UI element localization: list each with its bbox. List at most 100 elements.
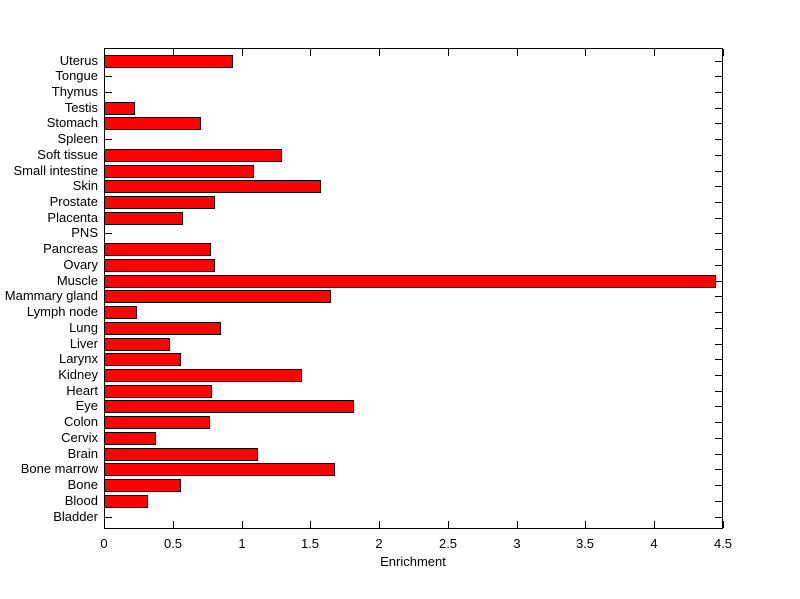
- x-axis-title: Enrichment: [380, 554, 446, 569]
- bar-pancreas: [104, 243, 211, 256]
- y-tick-right: [715, 139, 722, 140]
- bar-mammary-gland: [104, 290, 331, 303]
- y-tick-label: PNS: [71, 225, 98, 240]
- x-tick-label: 3.5: [575, 536, 595, 551]
- y-tick-left: [105, 92, 112, 93]
- y-tick-label: Kidney: [58, 367, 98, 382]
- y-tick-right: [715, 406, 722, 407]
- y-tick-label: Brain: [67, 446, 98, 461]
- y-tick-label: Stomach: [46, 115, 98, 130]
- y-tick-label: Pancreas: [43, 241, 98, 256]
- bar-bone: [104, 479, 181, 492]
- x-tick-top: [310, 49, 311, 56]
- bar-small-intestine: [104, 165, 254, 178]
- bar-bone-marrow: [104, 463, 335, 476]
- y-tick-label: Small intestine: [13, 163, 98, 178]
- x-tick-label: 4.5: [713, 536, 733, 551]
- bar-ovary: [104, 259, 215, 272]
- x-tick-top: [242, 49, 243, 56]
- y-tick-label: Soft tissue: [37, 147, 98, 162]
- bar-prostate: [104, 196, 215, 209]
- x-tick-bottom: [448, 521, 449, 528]
- bar-testis: [104, 102, 135, 115]
- y-tick-label: Lymph node: [26, 304, 98, 319]
- y-tick-left: [105, 233, 112, 234]
- bar-soft-tissue: [104, 149, 282, 162]
- x-tick-top: [379, 49, 380, 56]
- y-tick-label: Ovary: [63, 257, 98, 272]
- bar-brain: [104, 448, 258, 461]
- y-tick-label: Tongue: [55, 68, 98, 83]
- y-tick-right: [715, 375, 722, 376]
- y-tick-right: [715, 454, 722, 455]
- bar-colon: [104, 416, 210, 429]
- bar-muscle: [104, 275, 716, 288]
- y-tick-label: Eye: [75, 398, 98, 413]
- y-tick-label: Bone marrow: [20, 461, 98, 476]
- x-tick-bottom: [654, 521, 655, 528]
- x-tick-bottom: [310, 521, 311, 528]
- y-tick-label: Testis: [64, 100, 98, 115]
- y-tick-right: [715, 186, 722, 187]
- y-tick-label: Colon: [64, 414, 98, 429]
- y-tick-right: [715, 501, 722, 502]
- y-tick-label: Muscle: [56, 273, 98, 288]
- y-tick-right: [715, 92, 722, 93]
- y-tick-right: [715, 123, 722, 124]
- x-tick-label: 3: [513, 536, 521, 551]
- y-tick-right: [715, 155, 722, 156]
- y-tick-label: Prostate: [49, 194, 98, 209]
- x-tick-label: 1: [238, 536, 246, 551]
- x-tick-label: 4: [650, 536, 658, 551]
- x-tick-top: [104, 49, 105, 56]
- x-tick-top: [585, 49, 586, 56]
- y-tick-right: [715, 359, 722, 360]
- bar-lymph-node: [104, 306, 137, 319]
- bar-eye: [104, 400, 354, 413]
- y-tick-right: [715, 469, 722, 470]
- x-tick-label: 2.5: [438, 536, 458, 551]
- y-tick-label: Uterus: [59, 53, 98, 68]
- bar-larynx: [104, 353, 181, 366]
- y-tick-right: [715, 296, 722, 297]
- y-tick-label: Larynx: [58, 351, 98, 366]
- y-tick-right: [715, 233, 722, 234]
- y-tick-right: [715, 438, 722, 439]
- bar-heart: [104, 385, 212, 398]
- y-tick-right: [715, 218, 722, 219]
- x-tick-bottom: [242, 521, 243, 528]
- y-tick-label: Bladder: [53, 509, 98, 524]
- x-tick-top: [448, 49, 449, 56]
- y-tick-left: [105, 139, 112, 140]
- y-tick-right: [715, 202, 722, 203]
- y-tick-right: [715, 249, 722, 250]
- x-tick-top: [654, 49, 655, 56]
- x-tick-label: 0: [100, 536, 108, 551]
- bar-blood: [104, 495, 148, 508]
- y-tick-right: [715, 171, 722, 172]
- bar-placenta: [104, 212, 183, 225]
- x-tick-label: 1.5: [300, 536, 320, 551]
- x-tick-label: 2: [375, 536, 383, 551]
- y-tick-label: Liver: [69, 336, 98, 351]
- x-tick-label: 0.5: [163, 536, 183, 551]
- y-tick-right: [715, 76, 722, 77]
- y-tick-right: [715, 265, 722, 266]
- y-tick-right: [715, 344, 722, 345]
- y-tick-right: [715, 485, 722, 486]
- y-tick-label: Bone: [67, 477, 98, 492]
- x-tick-bottom: [723, 521, 724, 528]
- y-tick-label: Skin: [72, 178, 98, 193]
- y-tick-right: [715, 281, 722, 282]
- x-tick-bottom: [173, 521, 174, 528]
- bar-stomach: [104, 117, 201, 130]
- x-tick-bottom: [585, 521, 586, 528]
- y-tick-label: Thymus: [51, 84, 98, 99]
- y-tick-left: [105, 517, 112, 518]
- y-tick-right: [715, 328, 722, 329]
- bar-kidney: [104, 369, 302, 382]
- x-tick-top: [173, 49, 174, 56]
- x-tick-top: [723, 49, 724, 56]
- y-tick-label: Lung: [69, 320, 98, 335]
